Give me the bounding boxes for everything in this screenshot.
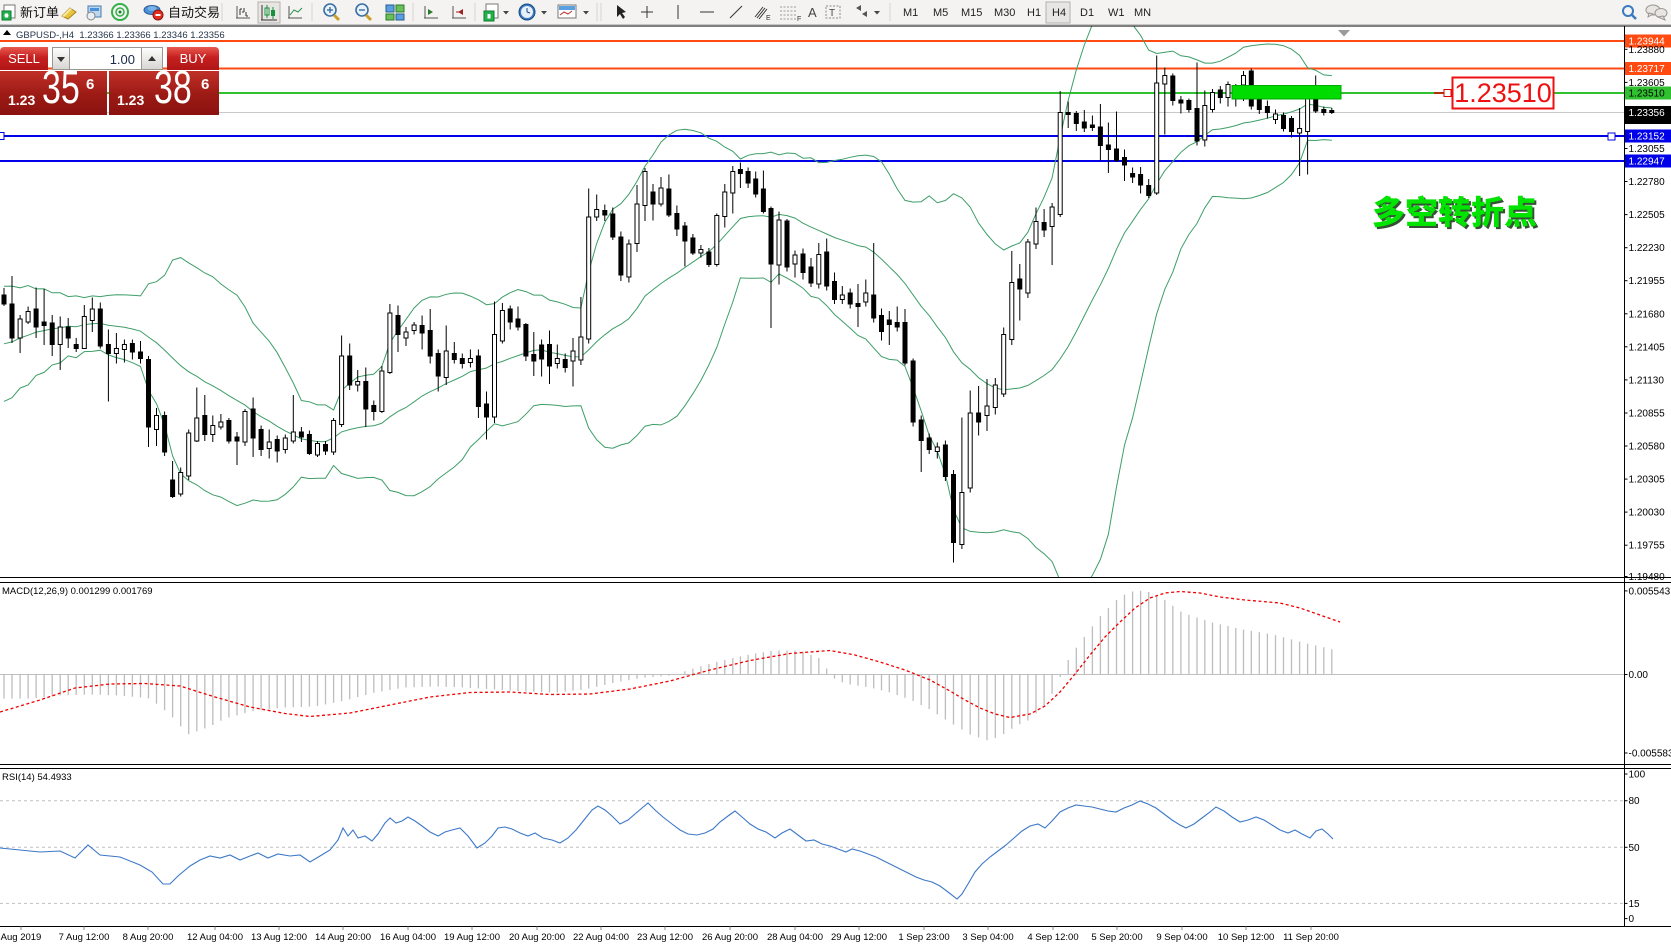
svg-text:80: 80 (1629, 796, 1641, 807)
svg-text:29 Aug 12:00: 29 Aug 12:00 (831, 932, 887, 943)
svg-text:50: 50 (1629, 843, 1641, 854)
svg-text:10 Sep 12:00: 10 Sep 12:00 (1218, 932, 1275, 943)
svg-text:28 Aug 04:00: 28 Aug 04:00 (767, 932, 823, 943)
svg-text:1.21130: 1.21130 (1629, 375, 1665, 386)
svg-text:MN: MN (1134, 7, 1151, 19)
svg-text:1.23880: 1.23880 (1629, 45, 1666, 56)
svg-text:E: E (766, 15, 771, 22)
svg-text:0.00: 0.00 (1629, 670, 1649, 681)
svg-text:1.22780: 1.22780 (1629, 177, 1666, 188)
svg-text:1.23055: 1.23055 (1629, 144, 1666, 155)
svg-text:-0.005583: -0.005583 (1629, 749, 1671, 760)
svg-text:M30: M30 (994, 7, 1015, 19)
svg-text:16 Aug 04:00: 16 Aug 04:00 (380, 932, 436, 943)
svg-text:1.23152: 1.23152 (1629, 132, 1666, 143)
svg-text:1.20305: 1.20305 (1629, 475, 1666, 486)
svg-text:15: 15 (1629, 899, 1641, 910)
svg-text:1.20030: 1.20030 (1629, 508, 1666, 519)
svg-text:M5: M5 (933, 7, 948, 19)
svg-text:1.20580: 1.20580 (1629, 442, 1666, 453)
svg-text:0.005543: 0.005543 (1629, 586, 1671, 597)
svg-text:11 Sep 20:00: 11 Sep 20:00 (1283, 932, 1339, 943)
svg-text:D1: D1 (1080, 7, 1094, 19)
svg-text:4 Sep 12:00: 4 Sep 12:00 (1027, 932, 1078, 943)
svg-text:7 Aug 12:00: 7 Aug 12:00 (59, 932, 110, 943)
svg-text:1.21955: 1.21955 (1629, 276, 1666, 287)
svg-text:1.22947: 1.22947 (1629, 157, 1666, 168)
svg-text:1.23717: 1.23717 (1629, 64, 1666, 75)
svg-text:H1: H1 (1027, 7, 1041, 19)
svg-text:RSI(14) 54.4933: RSI(14) 54.4933 (2, 772, 72, 783)
svg-text:19 Aug 12:00: 19 Aug 12:00 (444, 932, 500, 943)
svg-text:H4: H4 (1052, 7, 1066, 19)
svg-text:1.20855: 1.20855 (1629, 409, 1666, 420)
svg-text:1.23356: 1.23356 (1629, 108, 1666, 119)
svg-text:A: A (808, 5, 817, 20)
svg-text:23 Aug 12:00: 23 Aug 12:00 (637, 932, 693, 943)
svg-text:5 Sep 20:00: 5 Sep 20:00 (1091, 932, 1142, 943)
svg-text:3 Sep 04:00: 3 Sep 04:00 (962, 932, 1013, 943)
svg-text:0: 0 (1629, 914, 1635, 925)
svg-text:1.21680: 1.21680 (1629, 309, 1666, 320)
svg-text:1.22230: 1.22230 (1629, 243, 1666, 254)
svg-text:9 Sep 04:00: 9 Sep 04:00 (1156, 932, 1207, 943)
svg-text:1.19480: 1.19480 (1629, 572, 1666, 583)
svg-text:1 Sep 23:00: 1 Sep 23:00 (898, 932, 949, 943)
svg-text:22 Aug 04:00: 22 Aug 04:00 (573, 932, 629, 943)
svg-text:1.22505: 1.22505 (1629, 210, 1666, 221)
svg-text:F: F (797, 16, 801, 23)
svg-text:M15: M15 (961, 7, 982, 19)
svg-text:1.23510: 1.23510 (1454, 78, 1552, 108)
svg-text:1.23944: 1.23944 (1629, 37, 1666, 48)
svg-text:MACD(12,26,9) 0.001299 0.00176: MACD(12,26,9) 0.001299 0.001769 (2, 586, 153, 597)
svg-text:12 Aug 04:00: 12 Aug 04:00 (187, 932, 243, 943)
svg-text:1.23605: 1.23605 (1629, 78, 1666, 89)
svg-text:20 Aug 20:00: 20 Aug 20:00 (509, 932, 565, 943)
svg-text:M1: M1 (903, 7, 918, 19)
svg-text:GBPUSD-,H4 1.23366 1.23366 1.: GBPUSD-,H4 1.23366 1.23366 1.23346 1.233… (16, 30, 225, 41)
svg-text:14 Aug 20:00: 14 Aug 20:00 (315, 932, 371, 943)
svg-text:100: 100 (1629, 770, 1646, 781)
svg-text:8 Aug 20:00: 8 Aug 20:00 (123, 932, 174, 943)
svg-text:Aug 2019: Aug 2019 (1, 932, 42, 943)
svg-text:T: T (829, 8, 835, 19)
svg-text:1.21405: 1.21405 (1629, 342, 1666, 353)
svg-text:13 Aug 12:00: 13 Aug 12:00 (251, 932, 307, 943)
svg-text:1.19755: 1.19755 (1629, 541, 1666, 552)
svg-text:26 Aug 20:00: 26 Aug 20:00 (702, 932, 758, 943)
svg-text:1.23510: 1.23510 (1629, 89, 1666, 100)
svg-text:W1: W1 (1108, 7, 1125, 19)
